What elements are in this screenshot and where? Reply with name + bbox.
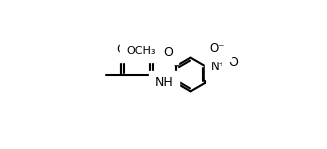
Text: O: O [228,56,238,69]
Text: O: O [116,43,126,56]
Text: O: O [146,43,155,56]
Text: NH: NH [155,76,174,89]
Text: OCH₃: OCH₃ [126,46,156,56]
Text: O: O [163,46,173,59]
Text: N⁺: N⁺ [211,60,226,73]
Text: O⁻: O⁻ [210,42,225,55]
